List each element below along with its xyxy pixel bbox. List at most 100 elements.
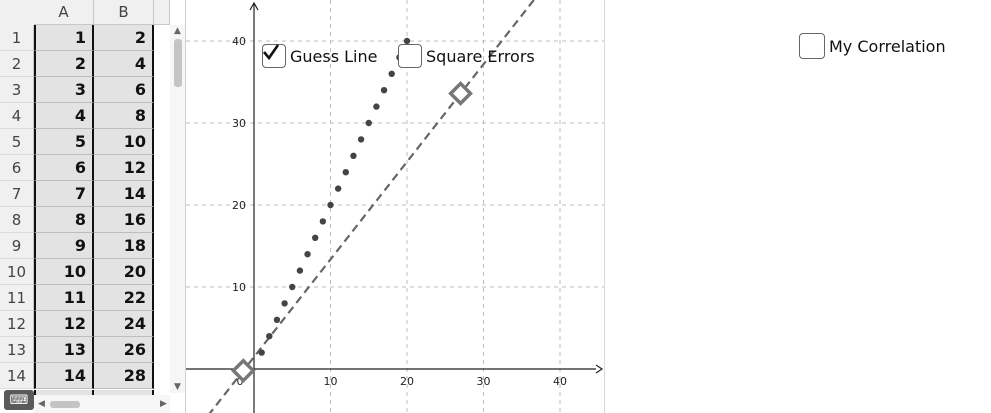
data-point bbox=[327, 201, 334, 209]
row-header[interactable]: 13 bbox=[0, 337, 34, 363]
cell-a[interactable]: 3 bbox=[34, 77, 94, 103]
cell-a[interactable]: 6 bbox=[34, 155, 94, 181]
cell-a[interactable]: 1 bbox=[34, 25, 94, 51]
my-correlation-checkbox[interactable]: My Correlation bbox=[799, 33, 946, 59]
cell-b[interactable]: 8 bbox=[94, 103, 154, 129]
cell-a[interactable]: 4 bbox=[34, 103, 94, 129]
cell-a[interactable]: 7 bbox=[34, 181, 94, 207]
cell-b[interactable]: 14 bbox=[94, 181, 154, 207]
x-tick-label: 30 bbox=[477, 375, 491, 388]
square-errors-checkbox[interactable]: Square Errors bbox=[398, 44, 535, 68]
cell-a[interactable]: 5 bbox=[34, 129, 94, 155]
x-tick-label: 0 bbox=[237, 375, 244, 388]
row-header[interactable]: 5 bbox=[0, 129, 34, 155]
cell-b[interactable]: 6 bbox=[94, 77, 154, 103]
row-header[interactable]: 14 bbox=[0, 363, 34, 389]
data-point bbox=[365, 119, 372, 127]
cell-a[interactable]: 9 bbox=[34, 233, 94, 259]
cell-a[interactable]: 14 bbox=[34, 363, 94, 389]
row-header[interactable]: 3 bbox=[0, 77, 34, 103]
square-errors-box[interactable] bbox=[398, 44, 422, 68]
cell-a[interactable]: 12 bbox=[34, 311, 94, 337]
checkmark-icon bbox=[263, 44, 280, 60]
horizontal-scroll-thumb[interactable] bbox=[50, 401, 80, 408]
data-point bbox=[334, 185, 342, 192]
line-handle-point[interactable] bbox=[448, 81, 473, 106]
data-point bbox=[342, 169, 349, 176]
row-header[interactable]: 11 bbox=[0, 285, 34, 311]
scroll-right-icon[interactable]: ▶ bbox=[160, 399, 167, 409]
cell-a[interactable]: 11 bbox=[34, 285, 94, 311]
cell-a[interactable]: 2 bbox=[34, 51, 94, 77]
cell-b[interactable]: 20 bbox=[94, 259, 154, 285]
row-header[interactable]: 2 bbox=[0, 51, 34, 77]
cell-b[interactable]: 10 bbox=[94, 129, 154, 155]
cell-b[interactable]: 2 bbox=[94, 25, 154, 51]
guess-line-label: Guess Line bbox=[290, 46, 378, 66]
row-header[interactable]: 8 bbox=[0, 207, 34, 233]
x-tick-label: 10 bbox=[324, 375, 338, 388]
cell-b[interactable]: 16 bbox=[94, 207, 154, 233]
x-axis-arrow-icon bbox=[595, 364, 604, 374]
spreadsheet-corner[interactable] bbox=[0, 0, 35, 26]
y-tick-label: 30 bbox=[232, 117, 246, 130]
row-header[interactable]: 7 bbox=[0, 181, 34, 207]
scatter-plot[interactable]: 0 10 20 30 40 10 20 30 40 bbox=[186, 0, 604, 413]
data-point bbox=[357, 136, 365, 143]
data-point bbox=[289, 283, 296, 291]
data-point bbox=[312, 234, 319, 241]
y-tick-label: 20 bbox=[232, 199, 246, 212]
row-header[interactable]: 12 bbox=[0, 311, 34, 337]
row-header[interactable]: 9 bbox=[0, 233, 34, 259]
column-header-c[interactable] bbox=[154, 0, 170, 25]
data-point bbox=[319, 218, 327, 225]
cell-b[interactable]: 24 bbox=[94, 311, 154, 337]
guess-line-checkbox[interactable]: Guess Line bbox=[262, 44, 377, 68]
my-correlation-box[interactable] bbox=[799, 33, 825, 59]
cell-a[interactable]: 10 bbox=[34, 259, 94, 285]
square-errors-label: Square Errors bbox=[426, 46, 535, 66]
guess-line-box[interactable] bbox=[262, 44, 286, 68]
vertical-scrollbar[interactable]: ▲ ▼ bbox=[170, 25, 185, 393]
line-handle-point[interactable] bbox=[230, 358, 256, 384]
keyboard-icon[interactable]: ⌨ bbox=[4, 390, 34, 410]
cell-a[interactable]: 8 bbox=[34, 207, 94, 233]
cell-b[interactable]: 26 bbox=[94, 337, 154, 363]
data-point bbox=[304, 251, 311, 258]
column-header-b[interactable]: B bbox=[94, 0, 154, 25]
y-tick-label: 40 bbox=[232, 35, 246, 48]
data-point bbox=[350, 152, 357, 159]
cell-b[interactable]: 12 bbox=[94, 155, 154, 181]
data-point bbox=[403, 37, 411, 45]
data-point bbox=[281, 300, 288, 307]
cell-b[interactable]: 28 bbox=[94, 363, 154, 389]
cell-a[interactable]: 13 bbox=[34, 337, 94, 363]
cell-b[interactable]: 22 bbox=[94, 285, 154, 311]
y-tick-label: 10 bbox=[232, 281, 246, 294]
data-point bbox=[273, 316, 281, 323]
y-axis-arrow-icon bbox=[249, 1, 259, 11]
scroll-left-icon[interactable]: ◀ bbox=[38, 399, 45, 409]
data-point bbox=[258, 349, 265, 356]
cell-b[interactable]: 4 bbox=[94, 51, 154, 77]
x-tick-label: 20 bbox=[400, 375, 414, 388]
data-point bbox=[373, 103, 380, 110]
graphics-view[interactable]: 0 10 20 30 40 10 20 30 40 Guess Line Square Erro… bbox=[186, 0, 605, 413]
vertical-scroll-thumb[interactable] bbox=[174, 39, 182, 87]
horizontal-scrollbar[interactable]: ◀ ▶ bbox=[34, 395, 170, 413]
column-header-a[interactable]: A bbox=[34, 0, 94, 25]
data-point bbox=[266, 333, 273, 340]
row-header[interactable]: 6 bbox=[0, 155, 34, 181]
cell-b[interactable]: 18 bbox=[94, 233, 154, 259]
data-point bbox=[388, 70, 395, 78]
data-point bbox=[380, 87, 388, 94]
scroll-up-icon[interactable]: ▲ bbox=[174, 26, 181, 36]
scroll-down-icon[interactable]: ▼ bbox=[174, 382, 181, 392]
row-header[interactable]: 10 bbox=[0, 259, 34, 285]
spreadsheet-view: A B 1 1 2 2 2 4 3 3 6 4 4 8 5 5 10 6 6 12 7 7 14 8 8 16 9 9 18 10 10… bbox=[0, 0, 186, 413]
data-point bbox=[296, 267, 304, 274]
row-header[interactable]: 4 bbox=[0, 103, 34, 129]
my-correlation-label: My Correlation bbox=[829, 36, 946, 56]
right-panel: My Correlation bbox=[605, 0, 991, 413]
row-header[interactable]: 1 bbox=[0, 25, 34, 51]
